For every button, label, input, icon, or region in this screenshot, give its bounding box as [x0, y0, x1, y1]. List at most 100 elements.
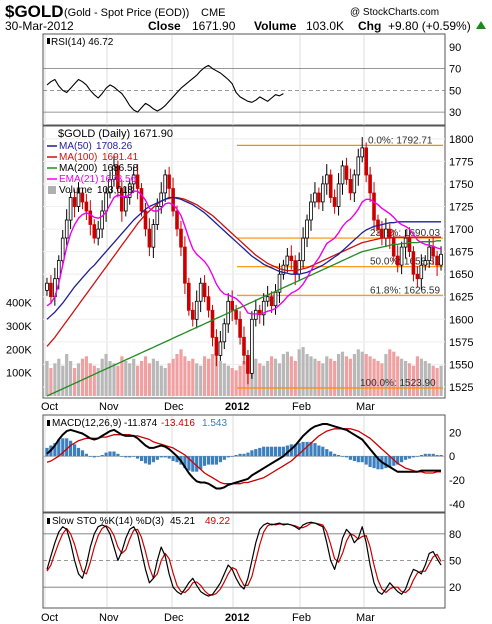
sto-k-value: 45.21	[170, 516, 195, 527]
macd-histogram-bar	[293, 444, 297, 457]
sto-k-line	[46, 521, 442, 597]
volume-bars	[45, 347, 443, 396]
volume-bar	[57, 358, 61, 396]
candle-body	[100, 210, 104, 230]
legend-ma200: MA(200) 1686.58	[47, 163, 139, 174]
candle-body	[269, 296, 274, 307]
macd-histogram-bar	[281, 446, 285, 457]
candle-body	[317, 192, 321, 203]
candle-body	[88, 210, 93, 225]
macd-histogram-bar	[258, 447, 262, 457]
volume-bar	[297, 349, 301, 396]
rsi-tick-label: 70	[449, 64, 461, 76]
volume-bar	[136, 365, 140, 396]
volume-tick-label: 300K	[6, 321, 32, 333]
candle-body	[411, 251, 416, 275]
macd-histogram-bar	[167, 456, 171, 459]
macd-histogram-bar	[317, 445, 321, 457]
candle-body	[72, 197, 77, 207]
volume-bar	[132, 358, 136, 396]
candle-body	[151, 224, 156, 248]
macd-histogram-bar	[69, 440, 73, 457]
candle-body	[194, 300, 199, 320]
legend-ma50: MA(50) 1708.26	[47, 141, 133, 152]
macd-histogram-bar	[423, 453, 427, 457]
macd-histogram-bar	[108, 451, 112, 457]
macd-histogram-bar	[337, 455, 341, 457]
volume-bar	[218, 361, 222, 396]
stochastic-series	[43, 521, 445, 597]
volume-bar	[140, 361, 144, 396]
close-value: 1671.90	[192, 19, 236, 33]
candle-body	[214, 336, 219, 356]
volume-bar	[88, 363, 92, 396]
candle-body	[96, 228, 101, 239]
macd-histogram-bar	[384, 456, 388, 469]
volume-bar	[155, 361, 159, 396]
candle-body	[131, 174, 136, 185]
volume-bar	[159, 365, 163, 396]
legend-ma50-value: 1708.26	[96, 141, 133, 152]
volume-bar	[439, 365, 443, 396]
candle-body	[372, 192, 376, 221]
macd-histogram-bar	[340, 456, 345, 457]
macd-histogram-bar	[210, 456, 215, 465]
macd-histogram-bar	[344, 456, 349, 458]
macd-histogram-bar	[124, 456, 128, 458]
volume-bar	[423, 361, 427, 396]
candle-body	[202, 282, 207, 298]
rsi-line	[46, 64, 284, 113]
macd-histogram-bar	[80, 450, 85, 457]
macd-histogram-bar	[285, 445, 289, 457]
candle-body	[230, 300, 235, 311]
macd-tick-label: -40	[449, 499, 465, 511]
candle-body	[297, 260, 301, 275]
rsi-tick-label: 90	[449, 42, 461, 54]
macd-histogram-bar	[305, 441, 309, 457]
volume-bar	[258, 363, 262, 396]
legend-ma100: MA(100) 1691.41	[47, 152, 139, 163]
candle-body	[387, 228, 392, 239]
candle-body	[332, 197, 337, 207]
candle-body	[340, 165, 345, 185]
candle-body	[324, 174, 329, 185]
candle-body	[80, 192, 85, 203]
fibonacci-label: 61.8%: 1626.59	[370, 285, 440, 296]
month-tick-label: Nov	[99, 612, 119, 624]
candle-body	[49, 282, 53, 298]
month-tick-label: Oct	[41, 612, 58, 624]
candle-body	[352, 174, 357, 194]
volume-bar	[230, 368, 234, 396]
rsi-title: RSI(14) 46.72	[51, 37, 114, 48]
candle-body	[427, 246, 431, 262]
legend-volume-value: 103,018	[97, 185, 134, 196]
volume-bar	[321, 363, 325, 396]
candle-body	[84, 201, 89, 212]
volume-bar	[242, 361, 246, 396]
candle-body	[435, 255, 439, 266]
candle-body	[431, 246, 435, 257]
volume-tick-label: 400K	[6, 298, 32, 310]
rsi-tick-label: 30	[449, 107, 461, 119]
volume-bar	[388, 349, 392, 396]
candle-body	[210, 309, 215, 338]
volume-bar	[364, 354, 368, 396]
candle-body	[313, 192, 317, 203]
macd-histogram-bar	[277, 446, 282, 457]
candle-body	[218, 341, 223, 356]
sto-tick-label: 20	[449, 582, 461, 594]
candle-body	[250, 318, 254, 374]
fibonacci-label: 0.0%: 1792.71	[368, 135, 433, 146]
candle-body	[356, 156, 361, 176]
volume-bar	[80, 358, 85, 396]
volume-bar	[191, 358, 195, 396]
candle-body	[139, 188, 144, 212]
candle-body	[360, 147, 364, 158]
candle-body	[261, 300, 266, 316]
macd-value: -11.874	[124, 418, 158, 429]
legend-ma100-name: MA(100)	[59, 152, 97, 163]
macd-title-icon	[47, 420, 50, 426]
volume-bar	[431, 365, 435, 396]
volume-bar	[333, 361, 337, 396]
